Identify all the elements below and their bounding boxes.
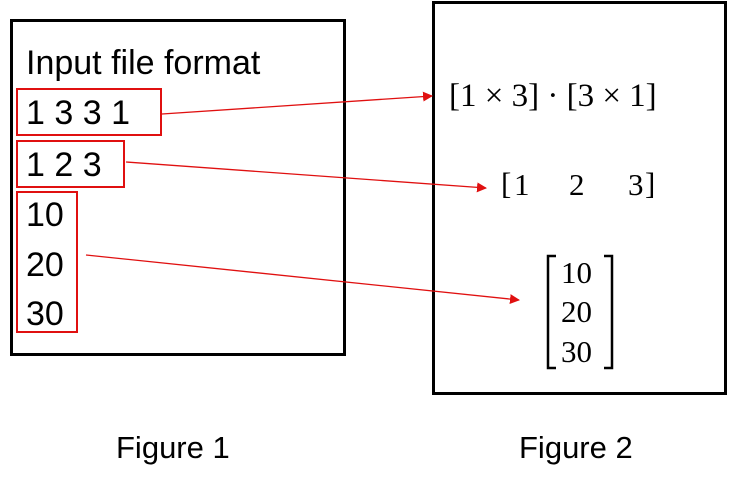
row-vector-item-2: 2 <box>569 167 585 202</box>
second-line-highlight-box <box>16 140 125 188</box>
figure1-caption: Figure 1 <box>116 430 230 465</box>
dimension-expression: [1 × 3] · [3 × 1] <box>449 78 657 114</box>
column-vector-item-1: 10 <box>561 255 592 290</box>
first-line-text: 1 3 3 1 <box>26 94 130 132</box>
first-line-highlight-box <box>16 88 162 136</box>
figure2-caption: Figure 2 <box>519 430 633 465</box>
column-vector-brackets <box>546 254 614 370</box>
row-vector-item-3: 3 <box>628 167 644 202</box>
vector-line-3-text: 30 <box>26 295 64 333</box>
second-line-text: 1 2 3 <box>26 146 102 184</box>
column-vector-item-2: 20 <box>561 294 592 329</box>
figure2-panel <box>432 1 727 395</box>
vector-lines-highlight-box <box>16 191 78 333</box>
row-vector-open-bracket: [ <box>501 166 512 201</box>
row-vector-item-1: 1 <box>514 167 530 202</box>
vector-line-2-text: 20 <box>26 246 64 284</box>
input-file-format-title: Input file format <box>26 44 261 82</box>
row-vector-close-bracket: ] <box>645 166 656 201</box>
column-vector-item-3: 30 <box>561 334 592 369</box>
vector-line-1-text: 10 <box>26 196 64 234</box>
